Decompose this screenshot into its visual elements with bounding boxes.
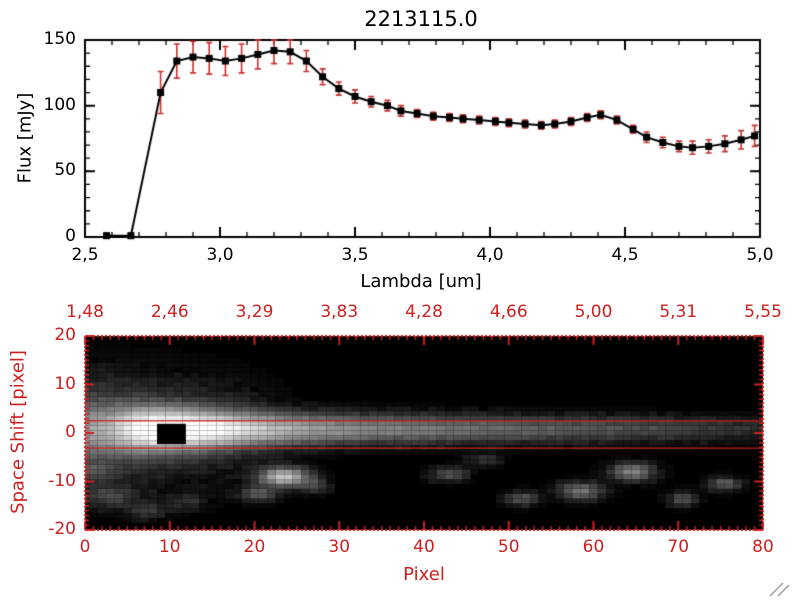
lambda-tick-label: 2,5	[71, 245, 99, 265]
pixel-tick-label: 70	[667, 537, 690, 557]
resize-corner-glyph	[769, 582, 790, 597]
lambda-tick-label: 4,5	[611, 245, 639, 265]
pixel-axis-label: Pixel	[403, 564, 445, 585]
wavelength-tick-label: 5,31	[659, 302, 698, 322]
flux-axis-label: Flux [mJy]	[14, 92, 36, 184]
wavelength-tick-label: 3,29	[235, 302, 274, 322]
wavelength-tick-label: 2,46	[150, 302, 189, 322]
wavelength-tick-label: 3,83	[320, 302, 359, 322]
lambda-tick-label: 4,0	[476, 245, 504, 265]
space-shift-axis-label: Space Shift [pixel]	[7, 350, 29, 514]
wavelength-tick-label: 4,66	[489, 302, 528, 322]
pixel-tick-label: 50	[497, 537, 520, 557]
wavelength-tick-label: 5,55	[744, 302, 782, 322]
space-shift-tick-label: -10	[48, 470, 76, 491]
space-shift-tick-label: -20	[48, 519, 76, 539]
wavelength-tick-label: 4,28	[405, 302, 443, 322]
lambda-tick-label: 5,0	[746, 245, 774, 265]
lambda-tick-label: 3,5	[341, 245, 369, 265]
pixel-tick-label: 0	[79, 537, 91, 557]
lambda-tick-label: 3,0	[206, 245, 234, 265]
flux-tick-label: 150	[43, 29, 76, 49]
pixel-tick-label: 80	[752, 537, 774, 557]
plot-title: 2213115.0	[364, 7, 478, 31]
lambda-axis-label: Lambda [um]	[360, 271, 482, 292]
wavelength-tick-label: 1,48	[66, 302, 104, 322]
pixel-tick-label: 20	[243, 537, 266, 557]
pixel-tick-label: 30	[328, 537, 351, 557]
space-shift-tick-label: 10	[54, 373, 76, 394]
flux-tick-label: 100	[43, 94, 76, 115]
pixel-tick-label: 60	[582, 537, 605, 557]
pixel-tick-label: 40	[413, 537, 435, 557]
wavelength-tick-label: 5,00	[574, 302, 613, 322]
pixel-tick-label: 10	[158, 537, 181, 557]
space-shift-tick-label: 20	[54, 325, 76, 345]
flux-tick-label: 0	[65, 226, 76, 246]
space-shift-tick-label: 0	[65, 422, 76, 442]
flux-tick-label: 50	[54, 160, 76, 181]
